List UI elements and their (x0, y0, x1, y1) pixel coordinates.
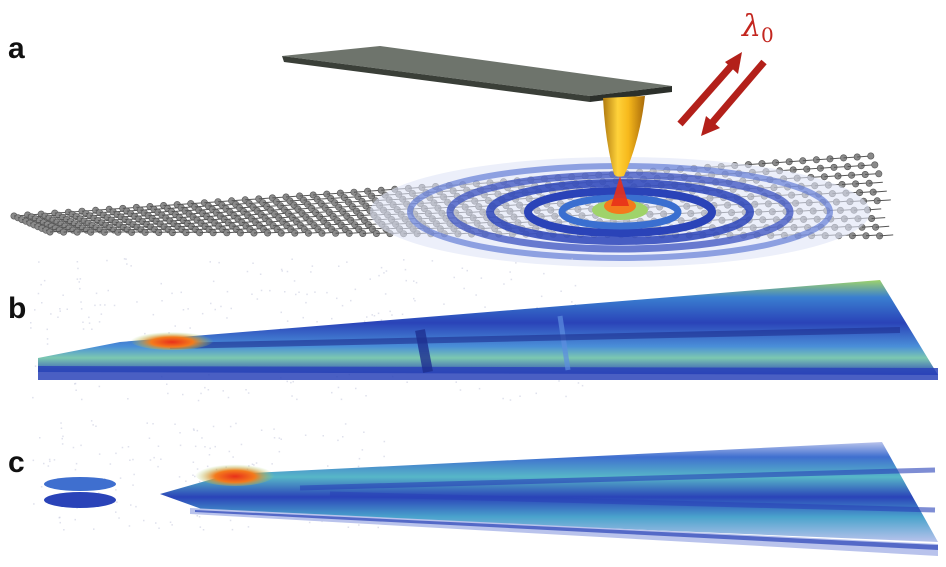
near-field-map-experimental (38, 280, 938, 375)
panel-a (10, 46, 894, 267)
wavelength-symbol: λ (742, 9, 762, 44)
panel-b (30, 258, 938, 402)
cantilever-icon (282, 46, 672, 102)
wavelength-subscript: 0 (761, 23, 774, 47)
hotspot-b (130, 330, 214, 350)
panel-label-c: c (8, 446, 25, 479)
plasmon-field (370, 157, 870, 267)
incident-arrow-icon (677, 52, 742, 127)
panel-label-b: b (8, 292, 27, 325)
panel-c (32, 420, 938, 556)
panel-label-a: a (8, 32, 25, 65)
hotspot-c (195, 462, 275, 486)
wavelength-label: λ0 (742, 9, 774, 47)
afm-tip-icon (603, 96, 645, 177)
scattered-arrow-icon (701, 59, 767, 136)
